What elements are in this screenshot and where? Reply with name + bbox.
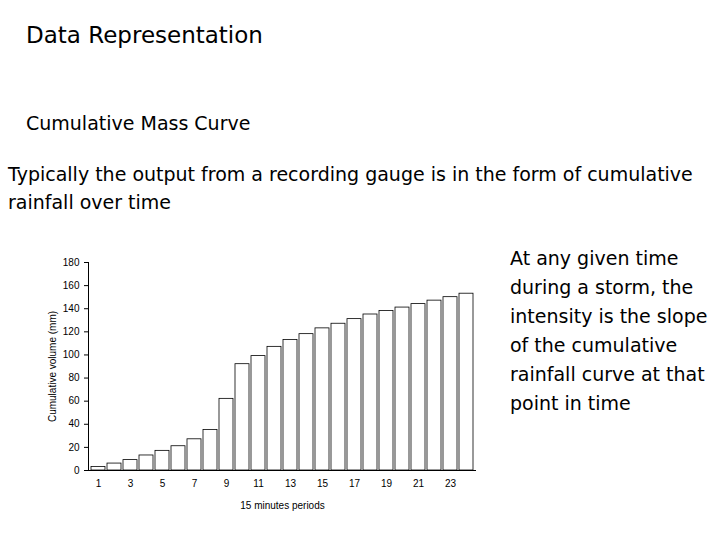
svg-text:0: 0 bbox=[74, 465, 80, 476]
svg-text:180: 180 bbox=[63, 257, 80, 268]
svg-text:15: 15 bbox=[317, 478, 329, 489]
svg-text:19: 19 bbox=[381, 478, 393, 489]
svg-text:13: 13 bbox=[285, 478, 297, 489]
svg-text:5: 5 bbox=[160, 478, 166, 489]
html-text:At any given time during a sto: At any given time during a storm, the in… bbox=[510, 247, 708, 414]
html-text:Typically the output from a re: Typically the output from a recording ga… bbox=[8, 163, 693, 213]
svg-text:23: 23 bbox=[445, 478, 457, 489]
svg-text:100: 100 bbox=[63, 349, 80, 360]
html-text:Data Representation: Data Representation bbox=[26, 22, 263, 48]
html-text:Cumulative Mass Curve: Cumulative Mass Curve bbox=[26, 112, 251, 134]
svg-text:3: 3 bbox=[128, 478, 134, 489]
svg-text:60: 60 bbox=[68, 395, 80, 406]
svg-text:7: 7 bbox=[192, 478, 198, 489]
svg-text:11: 11 bbox=[253, 478, 264, 489]
svg-text:1: 1 bbox=[96, 478, 102, 489]
svg-text:40: 40 bbox=[68, 418, 80, 429]
svg-text:21: 21 bbox=[413, 478, 425, 489]
svg-text:Cumulative volume (mm): Cumulative volume (mm) bbox=[47, 311, 58, 422]
svg-text:9: 9 bbox=[224, 478, 230, 489]
svg-text:15 minutes periods: 15 minutes periods bbox=[240, 500, 325, 511]
svg-text:140: 140 bbox=[63, 303, 80, 314]
svg-text:80: 80 bbox=[68, 372, 80, 383]
svg-text:160: 160 bbox=[63, 280, 80, 291]
svg-text:20: 20 bbox=[68, 442, 80, 453]
svg-text:120: 120 bbox=[63, 326, 80, 337]
svg-text:17: 17 bbox=[349, 478, 361, 489]
